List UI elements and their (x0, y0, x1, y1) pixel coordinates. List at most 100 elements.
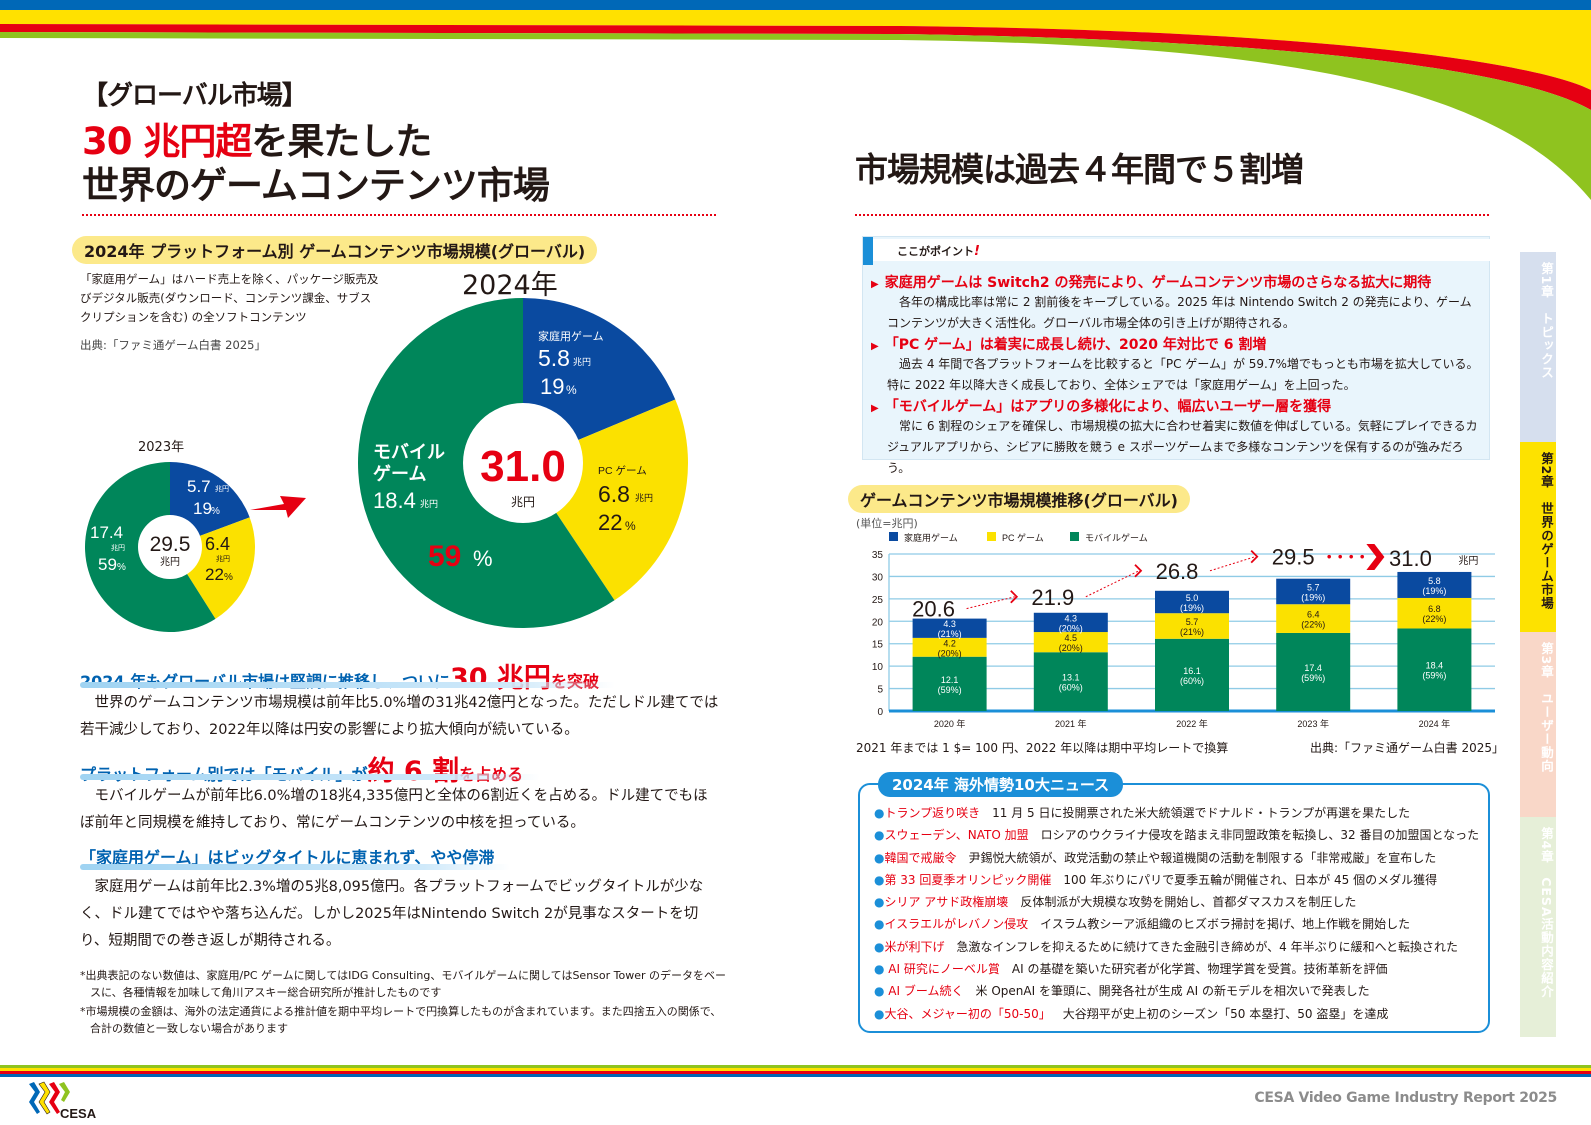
headline-rest: を果たした (251, 120, 432, 163)
bar-value-label: 6.8 (1428, 604, 1441, 614)
label-2023-console-unit: 兆円 (215, 484, 229, 493)
right-page-title: 市場規模は過去４年間で５割増 (855, 150, 1304, 189)
legend-swatch (1070, 532, 1079, 541)
x-tick-label: 2020 年 (934, 718, 966, 729)
label-2024-console-value: 5.8 (538, 345, 570, 371)
source-right: 出典:「ファミ通ゲーム白書 2025」 (1310, 741, 1505, 755)
triangle-bullet-icon: ▶ (871, 403, 879, 414)
news-body: 反体制派が大規模な攻勢を開始し、首都ダマスカスを制圧した (1020, 895, 1357, 910)
top-banner-stripes (0, 0, 1591, 200)
section-heading-3: 「家庭用ゲーム」はビッグタイトルに恵まれず、やや停滞 (80, 848, 495, 867)
divider-right (855, 214, 1489, 216)
footnote-1: *出典表記のない数値は、家庭用/PC ゲームに関してはIDG Consultin… (80, 969, 727, 999)
bullet-icon: ● (874, 984, 885, 999)
bullet-icon: ● (874, 939, 885, 954)
label-2024-console-pct-sign: % (566, 383, 577, 397)
big-trend-arrow-icon (1366, 543, 1385, 570)
donut-2024-total: 31.0 (480, 442, 566, 491)
bar-segment-console (1033, 612, 1108, 633)
bar-value-label: 4.3 (1065, 613, 1078, 623)
y-tick-label: 0 (877, 707, 883, 718)
news-item: ●大谷、メジャー初の「50-50」 大谷翔平が史上初のシーズン「50 本塁打、50… (874, 1003, 1474, 1025)
news-body: ロシアのウクライナ侵攻を踏まえ非同盟政策を転換し、32 番目の加盟国となった (1040, 828, 1480, 843)
news-body: AI の基礎を築いた研究者が化学賞、物理学賞を受賞。技術革新を評価 (1011, 962, 1388, 977)
news-headline: トランプ返り咲き (884, 806, 981, 820)
trend-dotted-line (966, 596, 1015, 610)
bar-total-unit: 兆円 (1458, 555, 1478, 567)
x-tick-label: 2023 年 (1297, 718, 1329, 729)
section-underline-3 (80, 864, 510, 870)
bullet-icon: ● (874, 962, 885, 977)
chapter-tab-4[interactable]: 第4章 CESA活動内容紹介 (1520, 817, 1556, 1037)
news-body: 米 OpenAI を筆頭に、開発各社が生成 AI の新モデルを相次いで発表した (975, 984, 1370, 999)
bar-segment-mobile (1276, 632, 1351, 711)
label-2023-pc-value: 6.4 (205, 534, 230, 554)
y-tick-label: 30 (872, 572, 884, 583)
news-headline: 第 33 回夏季オリンピック開催 (884, 872, 1052, 887)
cesa-logo-text: CESA (60, 1106, 97, 1120)
bullet-icon: ● (874, 872, 885, 887)
cesa-logo: CESA (29, 1081, 97, 1120)
label-2024-mobile-percent: 59 (428, 540, 461, 573)
bar-value-label: 5.8 (1428, 576, 1441, 586)
legend-label: 家庭用ゲーム (904, 532, 958, 543)
point-body-2: 過去 4 年間で各プラットフォームを比較すると「PC ゲーム」が 59.7%増で… (887, 357, 1479, 392)
bar-segment-pc (1033, 632, 1108, 653)
trend-dot (1360, 554, 1364, 559)
label-2023-mobile-value: 17.4 (90, 523, 123, 542)
trend-dotted-line (1209, 556, 1256, 572)
exchange-rate-note: 2021 年までは 1 $= 100 円、2022 年以降は期中平均レートで換算 (856, 741, 1229, 755)
footer-stripes (0, 1065, 1591, 1077)
news-body: 急激なインフレを抑えるために続けてきた金融引き締めが、4 年半ぶりに緩和へと転換… (956, 939, 1459, 954)
news-headline: 米が利下げ (884, 939, 945, 954)
section-underline-2 (80, 774, 540, 780)
point-body-3: 常に 6 割程のシェアを確保し、市場規模の拡大に合わせ着実に数値を伸ばしている。… (887, 419, 1478, 475)
bar-total-label: 21.9 (1031, 585, 1074, 610)
bullet-icon: ● (874, 828, 885, 843)
label-2024-pc-value: 6.8 (598, 481, 630, 507)
bullet-icon: ● (874, 917, 885, 932)
bar-percent-label: (20%) (1059, 643, 1083, 653)
trend-dot (1349, 554, 1353, 559)
x-tick-label: 2021 年 (1055, 718, 1087, 729)
bar-value-label: 13.1 (1062, 673, 1080, 683)
chart-unit-label: (単位=兆円) (856, 517, 918, 530)
news-headline: イスラエルがレバノン侵攻 (884, 917, 1029, 932)
headline-emphasis: 30 兆円超 (82, 120, 252, 163)
bar-percent-label: (20%) (1059, 623, 1083, 633)
divider-left (82, 214, 716, 216)
source-left: 出典:「ファミ通ゲーム白書 2025」 (80, 338, 266, 352)
bar-segment-mobile (1155, 638, 1229, 711)
label-2024-console-percent: 19 (540, 374, 564, 399)
x-tick-label: 2022 年 (1176, 718, 1208, 729)
trend-arrow-icon (1134, 564, 1143, 578)
key-points-tag (863, 237, 873, 265)
chapter-tab-1[interactable]: 第1章 トピックス (1520, 252, 1556, 442)
label-2023-mobile-unit: 兆円 (111, 543, 125, 552)
point-title-3: ▶ 「モバイルゲーム」はアプリの多様化により、幅広いユーザー層を獲得 (871, 399, 1332, 415)
chapter-tab-3[interactable]: 第3章 ユーザー動向 (1520, 632, 1556, 817)
banner-yellow-stripe (0, 10, 1591, 90)
bar-total-label: 26.8 (1156, 559, 1199, 584)
bar-value-label: 16.1 (1183, 666, 1201, 676)
point-body-1: 各年の構成比率は常に 2 割前後をキープしている。2025 年は Nintend… (887, 295, 1472, 330)
news-item: ● AI ブーム続く米 OpenAI を筆頭に、開発各社が生成 AI の新モデル… (874, 980, 1474, 1002)
label-2023-pc-pct-sign: % (224, 572, 233, 583)
donut-2023-total-unit: 兆円 (160, 556, 180, 568)
label-2023-console-value: 5.7 (187, 477, 211, 496)
bullet-icon: ● (874, 895, 885, 910)
section-kicker: 【グローバル市場】 (82, 81, 308, 111)
legend-label: PC ゲーム (1002, 532, 1044, 543)
news-item: ●スウェーデン、NATO 加盟 ロシアのウクライナ侵攻を踏まえ非同盟政策を転換し、… (874, 824, 1479, 846)
chapter-tab-2[interactable]: 第2章 世界のゲーム市場 (1520, 442, 1556, 632)
point-title-2: ▶ 「PC ゲーム」は着実に成長し続け、2020 年対比で 6 割増 (871, 337, 1267, 353)
label-2024-mobile-pct-sign: % (473, 546, 493, 571)
news-item: ●米が利下げ 急激なインフレを抑えるために続けてきた金融引き締めが、4 年半ぶりに… (874, 936, 1474, 958)
news-list: ●トランプ返り咲き 11 月 5 日に投開票された米大統領選でドナルド・トランプが… (874, 802, 1479, 1025)
arrow-right-icon (250, 496, 306, 518)
bar-percent-label: (59%) (938, 685, 962, 695)
news-item: ●第 33 回夏季オリンピック開催 100 年ぶりにパリで夏季五輪が開催され、日本… (874, 869, 1474, 891)
bar-segment-mobile (1397, 628, 1472, 711)
label-2023-console-percent: 19 (193, 499, 212, 518)
bar-value-label: 5.7 (1307, 582, 1320, 592)
